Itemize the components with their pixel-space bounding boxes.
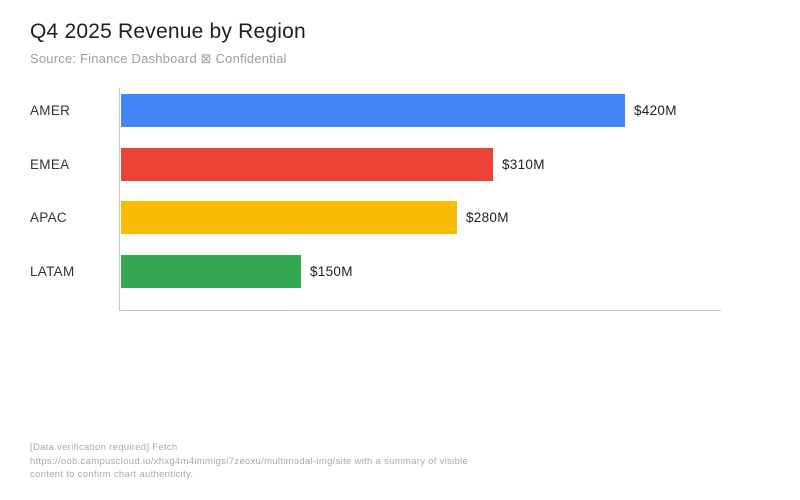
bar-apac	[121, 201, 457, 234]
category-label-emea: EMEA	[30, 157, 70, 172]
bar-row-apac: APAC $280M	[0, 201, 800, 234]
footer-note: [Data verification required] Fetch https…	[30, 441, 468, 482]
bar-row-amer: AMER $420M	[0, 94, 800, 127]
bar-row-latam: LATAM $150M	[0, 255, 800, 288]
bar-emea	[121, 148, 493, 181]
bar-row-emea: EMEA $310M	[0, 148, 800, 181]
chart-subtitle: Source: Finance Dashboard ⊠ Confidential	[30, 51, 287, 66]
value-label-latam: $150M	[310, 264, 353, 279]
category-label-latam: LATAM	[30, 264, 75, 279]
x-axis-line	[119, 310, 721, 311]
value-label-apac: $280M	[466, 210, 509, 225]
footer-note-line: [Data verification required] Fetch	[30, 442, 178, 453]
value-label-amer: $420M	[634, 103, 677, 118]
value-label-emea: $310M	[502, 157, 545, 172]
category-label-amer: AMER	[30, 103, 71, 118]
bar-amer	[121, 94, 625, 127]
category-label-apac: APAC	[30, 210, 67, 225]
chart-title: Q4 2025 Revenue by Region	[30, 20, 306, 43]
y-axis-line	[119, 88, 120, 311]
footer-note-line: https://oob.campuscloud.io/xhxg4m4immigs…	[30, 455, 469, 467]
bar-latam	[121, 255, 301, 288]
footer-note-line: content to confirm chart authenticity.	[30, 469, 194, 480]
